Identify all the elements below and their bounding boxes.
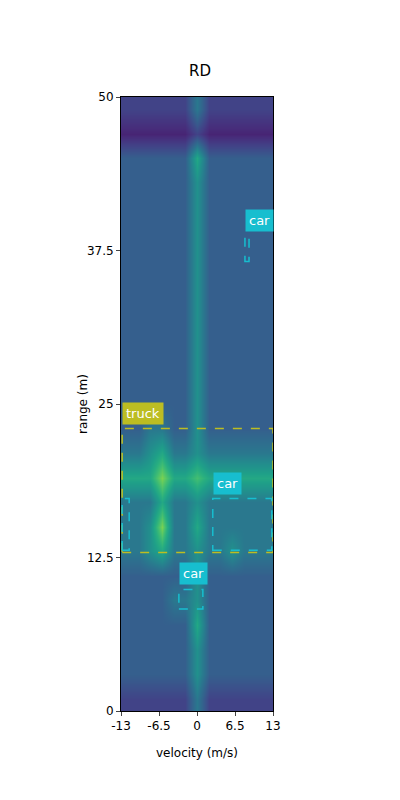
svg-text:13: 13 [265,719,280,733]
svg-text:6.5: 6.5 [225,719,244,733]
svg-text:range (m): range (m) [76,374,90,434]
svg-text:50: 50 [98,90,113,104]
svg-text:37.5: 37.5 [87,244,114,258]
svg-text:velocity (m/s): velocity (m/s) [156,746,238,760]
svg-text:car: car [249,213,270,228]
svg-text:12.5: 12.5 [87,551,114,565]
svg-text:-13: -13 [111,719,131,733]
svg-text:0: 0 [193,719,201,733]
svg-text:car: car [217,476,238,491]
svg-text:0: 0 [106,704,114,718]
svg-text:25: 25 [98,397,113,411]
svg-text:truck: truck [126,406,160,421]
svg-text:car: car [183,566,204,581]
svg-text:-6.5: -6.5 [147,719,170,733]
svg-text:RD: RD [189,62,211,80]
